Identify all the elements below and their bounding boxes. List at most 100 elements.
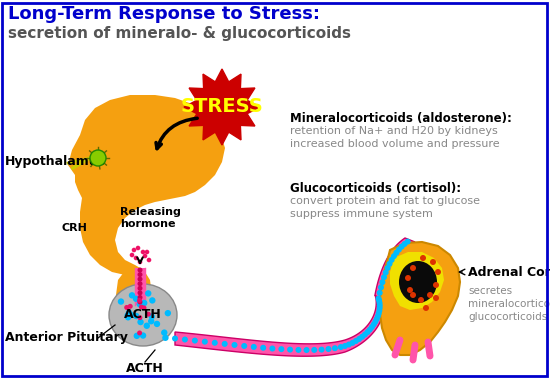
Circle shape <box>379 279 386 285</box>
Circle shape <box>332 345 338 351</box>
Circle shape <box>384 265 390 271</box>
Circle shape <box>410 265 416 271</box>
Circle shape <box>129 292 135 299</box>
Circle shape <box>138 319 144 325</box>
Polygon shape <box>390 252 444 310</box>
Circle shape <box>138 277 142 282</box>
Circle shape <box>138 260 142 264</box>
Circle shape <box>420 255 426 261</box>
Circle shape <box>232 342 238 348</box>
Circle shape <box>287 347 293 353</box>
Circle shape <box>399 244 405 249</box>
Circle shape <box>405 275 411 281</box>
Circle shape <box>376 297 382 303</box>
Text: STRESS: STRESS <box>180 98 263 116</box>
Text: Hypothalamus: Hypothalamus <box>5 155 106 169</box>
Circle shape <box>260 345 266 351</box>
Polygon shape <box>68 95 225 275</box>
Circle shape <box>241 343 247 349</box>
Circle shape <box>375 313 381 319</box>
Circle shape <box>278 346 284 352</box>
Circle shape <box>423 305 429 311</box>
Circle shape <box>338 344 344 350</box>
Polygon shape <box>175 295 383 356</box>
Circle shape <box>376 310 382 316</box>
Circle shape <box>359 334 365 340</box>
Circle shape <box>137 330 142 335</box>
Circle shape <box>353 338 359 344</box>
Circle shape <box>161 329 167 336</box>
Circle shape <box>377 302 383 308</box>
Circle shape <box>138 295 142 300</box>
Circle shape <box>144 322 150 329</box>
Circle shape <box>346 342 352 347</box>
Circle shape <box>164 310 171 316</box>
Circle shape <box>295 347 301 353</box>
Text: ACTH: ACTH <box>126 361 164 375</box>
Circle shape <box>140 332 146 339</box>
Circle shape <box>378 284 384 290</box>
Text: secretes
mineralocorticoids and
glucocorticoids: secretes mineralocorticoids and glucocor… <box>468 286 550 322</box>
Circle shape <box>435 269 441 275</box>
Circle shape <box>90 150 106 166</box>
Circle shape <box>372 319 378 325</box>
Circle shape <box>128 312 134 318</box>
Circle shape <box>148 318 155 324</box>
Circle shape <box>138 315 142 320</box>
Circle shape <box>124 312 131 319</box>
Polygon shape <box>184 69 260 145</box>
Circle shape <box>147 258 151 262</box>
Text: Long-Term Response to Stress:: Long-Term Response to Stress: <box>8 5 320 23</box>
Circle shape <box>369 324 375 330</box>
Text: secretion of mineralo- & glucocorticoids: secretion of mineralo- & glucocorticoids <box>8 26 351 41</box>
Circle shape <box>349 340 355 346</box>
Circle shape <box>154 321 160 327</box>
Circle shape <box>136 246 140 250</box>
Circle shape <box>138 272 142 277</box>
Text: Adrenal Cortex: Adrenal Cortex <box>468 265 550 279</box>
Circle shape <box>377 300 383 306</box>
Text: Anterior Pituitary: Anterior Pituitary <box>5 332 128 344</box>
Circle shape <box>133 296 139 302</box>
Circle shape <box>396 246 402 253</box>
Circle shape <box>377 290 383 296</box>
Circle shape <box>222 341 228 347</box>
Circle shape <box>326 346 332 352</box>
Circle shape <box>410 292 416 298</box>
Circle shape <box>342 343 348 349</box>
Circle shape <box>362 332 368 338</box>
Circle shape <box>134 256 138 260</box>
Circle shape <box>365 329 371 335</box>
Circle shape <box>212 340 218 346</box>
Circle shape <box>389 257 395 263</box>
Circle shape <box>126 310 132 316</box>
Text: convert protein and fat to glucose
suppress immune system: convert protein and fat to glucose suppr… <box>290 196 480 219</box>
Text: Releasing
hormone: Releasing hormone <box>120 207 181 229</box>
Ellipse shape <box>109 284 177 346</box>
Circle shape <box>318 347 324 353</box>
Circle shape <box>356 336 362 342</box>
Circle shape <box>124 305 129 310</box>
Circle shape <box>146 312 151 317</box>
Ellipse shape <box>399 261 437 303</box>
Circle shape <box>149 297 156 304</box>
Circle shape <box>391 253 397 259</box>
Circle shape <box>393 250 399 256</box>
Circle shape <box>118 298 124 305</box>
Circle shape <box>202 339 208 345</box>
Circle shape <box>138 268 142 273</box>
Circle shape <box>407 287 413 293</box>
Circle shape <box>145 290 151 297</box>
Circle shape <box>433 295 439 301</box>
Circle shape <box>371 321 377 327</box>
Circle shape <box>142 254 147 258</box>
Circle shape <box>137 298 142 303</box>
Circle shape <box>182 336 188 342</box>
Circle shape <box>405 239 411 245</box>
Circle shape <box>138 299 142 305</box>
Circle shape <box>133 313 140 319</box>
Circle shape <box>138 286 142 291</box>
Circle shape <box>433 282 439 288</box>
Circle shape <box>136 301 143 307</box>
Circle shape <box>128 304 133 309</box>
